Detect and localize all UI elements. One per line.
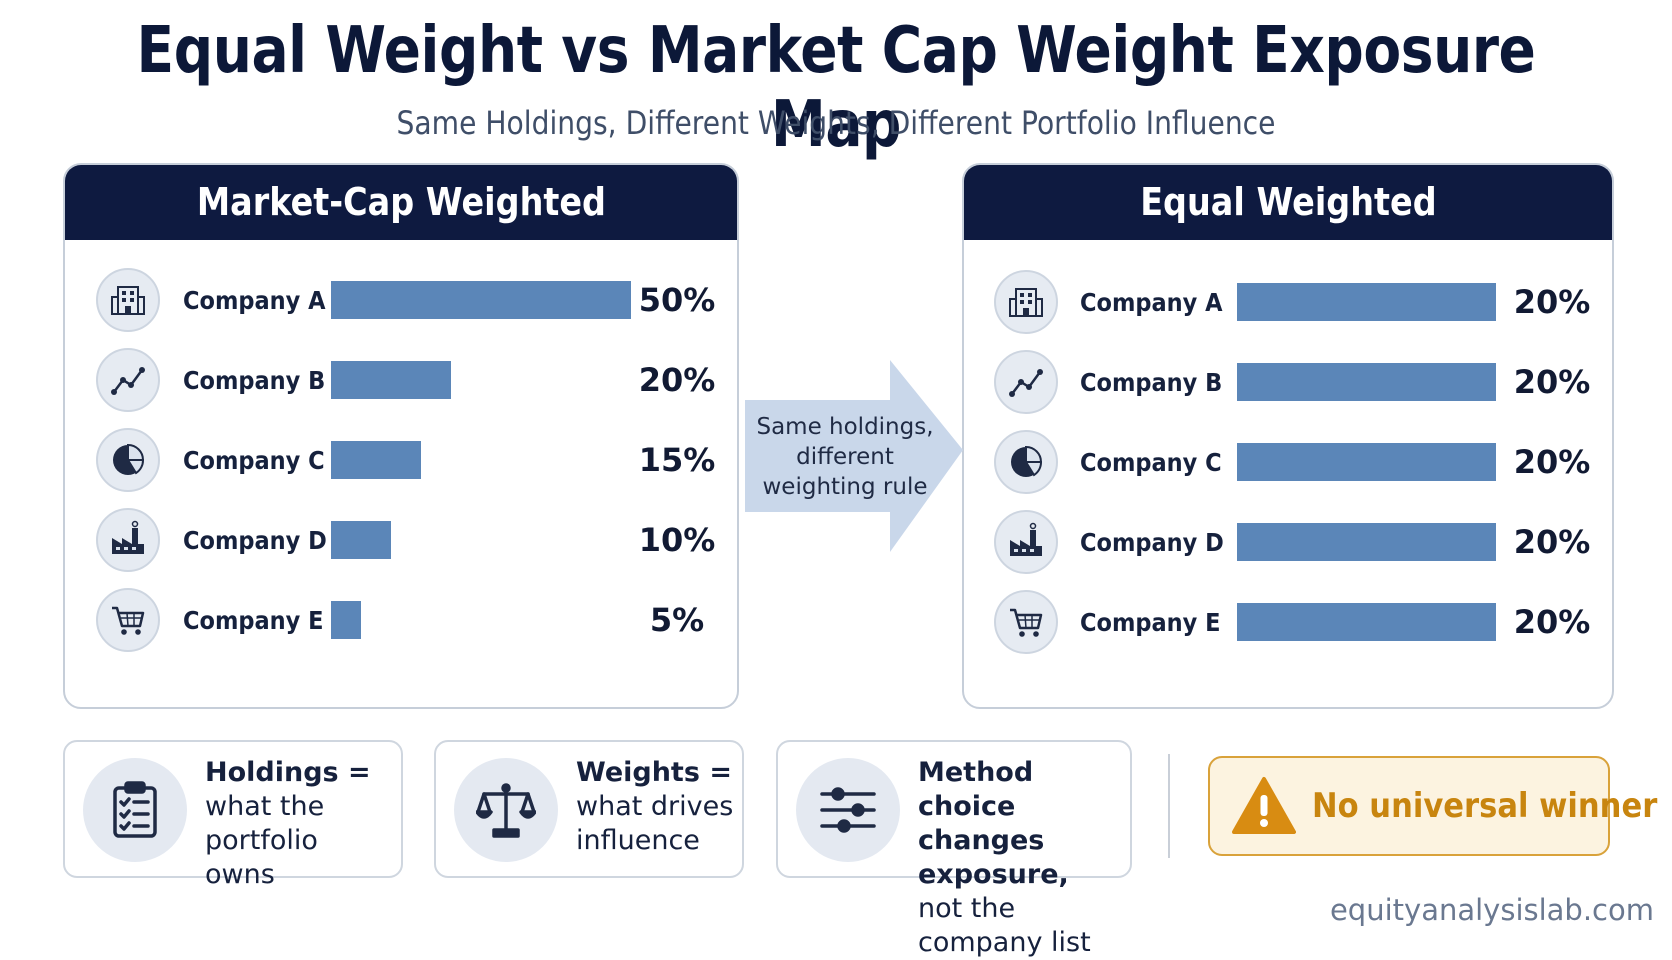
arrow-label-line-3: weighting rule bbox=[762, 474, 928, 500]
category-label: Company E bbox=[1080, 608, 1221, 637]
chart-row: Company C 20% bbox=[994, 430, 1591, 494]
value-label: 20% bbox=[1514, 363, 1591, 401]
warning-triangle-icon bbox=[1232, 777, 1296, 834]
holdings-card-line-3: owns bbox=[205, 859, 275, 890]
balance-scale-icon bbox=[454, 758, 558, 862]
trend-line-icon bbox=[111, 367, 145, 395]
value-label: 20% bbox=[1514, 603, 1591, 641]
category-label: Company C bbox=[183, 446, 325, 475]
icon-circle bbox=[994, 510, 1058, 574]
method-card-text: Method choice changes exposure, not the … bbox=[918, 756, 1130, 960]
icon-circle bbox=[994, 350, 1058, 414]
method-card-line-2: changes exposure, bbox=[918, 825, 1069, 890]
chart-row: Company B 20% bbox=[994, 350, 1591, 414]
holdings-card-heading: Holdings = bbox=[205, 757, 371, 788]
icon-circle bbox=[96, 268, 160, 332]
weights-card: Weights = what drives influence bbox=[434, 740, 744, 878]
bar bbox=[1237, 603, 1496, 641]
chart-row: Company E 5% bbox=[96, 588, 704, 652]
value-label: 50% bbox=[639, 281, 716, 319]
value-label: 20% bbox=[1514, 283, 1591, 321]
shopping-cart-icon bbox=[1010, 608, 1043, 637]
page-title: Equal Weight vs Market Cap Weight Exposu… bbox=[136, 14, 1536, 162]
method-card: Method choice changes exposure, not the … bbox=[776, 740, 1132, 958]
value-label: 20% bbox=[1514, 523, 1591, 561]
pie-chart-icon bbox=[1011, 445, 1043, 477]
bar bbox=[331, 521, 391, 559]
market-cap-panel: Market-Cap Weighted Company A 50% Company … bbox=[63, 163, 739, 709]
chart-row: Company D 20% bbox=[994, 510, 1591, 574]
weights-card-line-3: influence bbox=[576, 825, 700, 856]
value-label: 15% bbox=[639, 441, 716, 479]
shopping-cart-icon bbox=[112, 606, 145, 635]
arrow-label-line-1: Same holdings, bbox=[756, 414, 934, 440]
arrow-label: Same holdings, different weighting rule bbox=[745, 412, 945, 502]
building-icon bbox=[1009, 288, 1043, 317]
market-cap-panel-title: Market-Cap Weighted bbox=[196, 180, 606, 224]
footer-source: equityanalysislab.com bbox=[1329, 893, 1654, 927]
category-label: Company A bbox=[183, 286, 326, 315]
holdings-card-text: Holdings = what the portfolio owns bbox=[205, 756, 401, 892]
equal-weight-panel-title: Equal Weighted bbox=[1139, 180, 1437, 224]
equal-weight-chart: Company A 20%Company B 20%Company C 20%Comp… bbox=[994, 270, 1591, 654]
bar bbox=[331, 601, 361, 639]
category-label: Company C bbox=[1080, 448, 1222, 477]
weights-card-heading: Weights = bbox=[576, 757, 732, 788]
category-label: Company D bbox=[1080, 528, 1224, 557]
icon-circle bbox=[96, 348, 160, 412]
chart-row: Company E 20% bbox=[994, 590, 1591, 654]
category-label: Company A bbox=[1080, 288, 1223, 317]
category-label: Company E bbox=[183, 606, 324, 635]
chart-row: Company A 50% bbox=[96, 268, 716, 332]
weights-card-line-2: what drives bbox=[576, 791, 734, 822]
chart-row: Company B 20% bbox=[96, 348, 716, 412]
weights-card-text: Weights = what drives influence bbox=[576, 756, 733, 858]
value-label: 10% bbox=[639, 521, 716, 559]
value-label: 20% bbox=[639, 361, 716, 399]
bar bbox=[331, 441, 421, 479]
pie-chart-icon bbox=[113, 443, 145, 475]
method-card-line-3: not the company list bbox=[918, 893, 1091, 958]
divider bbox=[1168, 754, 1170, 858]
sliders-icon bbox=[796, 758, 900, 862]
bar bbox=[1237, 443, 1496, 481]
bar bbox=[1237, 523, 1496, 561]
market-cap-chart: Company A 50%Company B 20%Company C 15%Comp… bbox=[96, 268, 716, 652]
factory-icon bbox=[1010, 522, 1042, 556]
chart-row: Company A 20% bbox=[994, 270, 1591, 334]
warning-text: No universal winner bbox=[1312, 786, 1658, 826]
bar bbox=[1237, 283, 1496, 321]
market-cap-panel-header: Market-Cap Weighted bbox=[65, 165, 737, 240]
category-label: Company B bbox=[183, 366, 325, 395]
method-card-heading: Method choice bbox=[918, 757, 1034, 822]
page-subtitle: Same Holdings, Different Weights, Differ… bbox=[396, 104, 1276, 142]
warning-callout: No universal winner bbox=[1208, 756, 1657, 856]
icon-circle bbox=[96, 508, 160, 572]
transition-arrow: Same holdings, different weighting rule bbox=[745, 360, 963, 552]
category-label: Company B bbox=[1080, 368, 1222, 397]
bar bbox=[331, 361, 451, 399]
holdings-card: Holdings = what the portfolio owns bbox=[63, 740, 403, 890]
building-icon bbox=[111, 286, 145, 315]
factory-icon bbox=[112, 520, 144, 554]
bar bbox=[331, 281, 631, 319]
category-label: Company D bbox=[183, 526, 327, 555]
trend-line-icon bbox=[1009, 369, 1043, 397]
icon-circle bbox=[994, 270, 1058, 334]
arrow-label-line-2: different bbox=[796, 444, 894, 470]
chart-row: Company D 10% bbox=[96, 508, 716, 572]
holdings-card-line-2: what the portfolio bbox=[205, 791, 325, 856]
chart-row: Company C 15% bbox=[96, 428, 716, 492]
right-arrow-icon bbox=[745, 360, 963, 552]
value-label: 20% bbox=[1514, 443, 1591, 481]
equal-weight-panel: Equal Weighted Company A 20% Company B 20% C… bbox=[962, 163, 1614, 709]
value-label: 5% bbox=[650, 601, 704, 639]
clipboard-checklist-icon bbox=[83, 758, 187, 862]
bar bbox=[1237, 363, 1496, 401]
equal-weight-panel-header: Equal Weighted bbox=[964, 165, 1612, 240]
